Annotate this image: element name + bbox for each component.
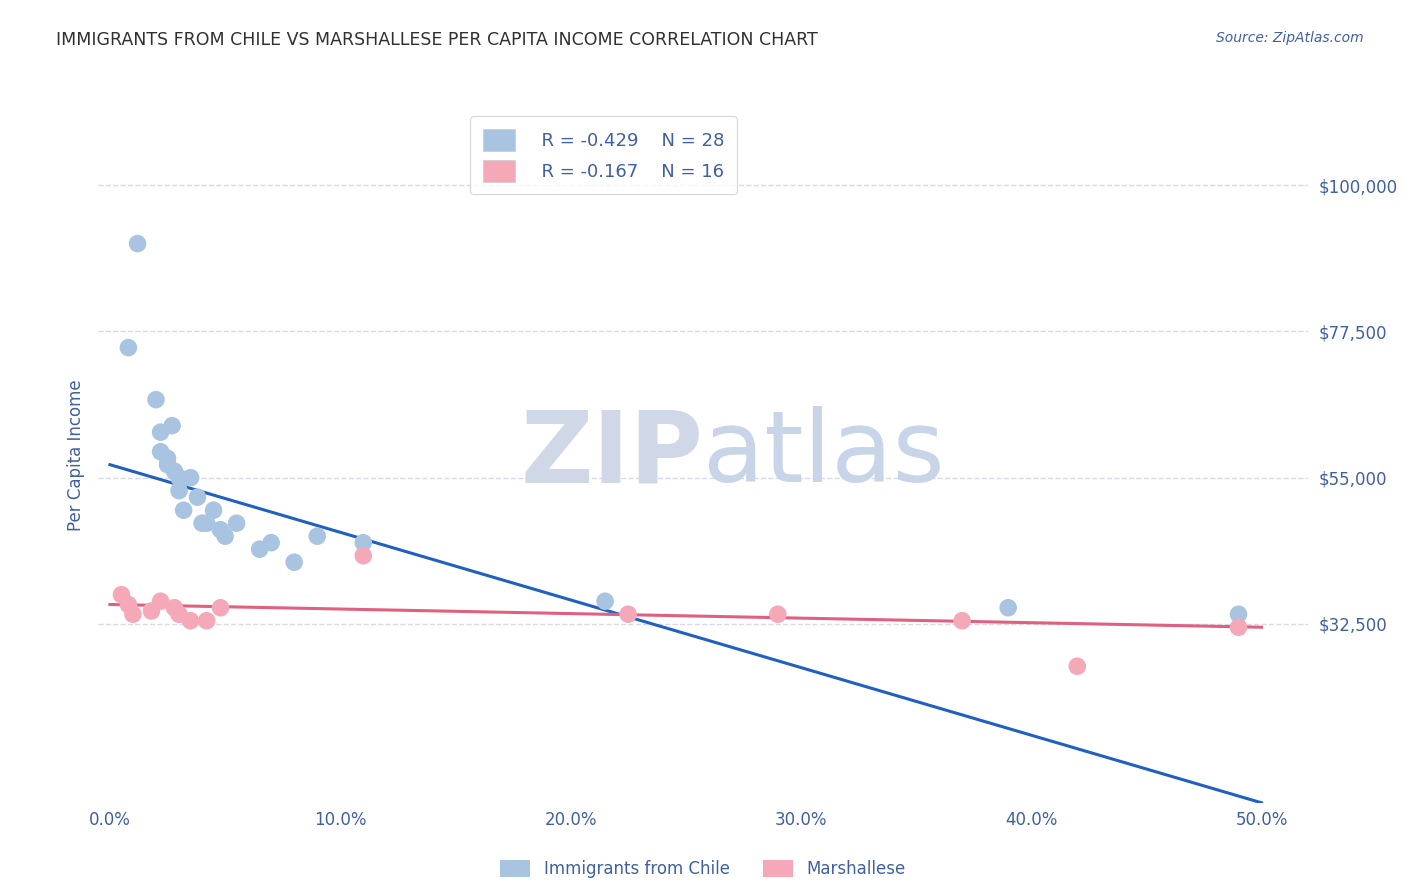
Point [1227,607,1250,622]
Point [145,392,167,407]
Point [249,542,271,557]
Point [225,516,247,531]
Point [149,425,172,439]
Point [214,529,236,543]
Point [209,523,232,537]
Point [160,418,183,433]
Point [163,464,186,478]
Point [191,516,214,531]
Point [766,607,789,622]
Point [110,588,132,602]
Point [180,614,202,628]
Point [163,600,186,615]
Point [156,458,179,472]
Point [209,600,232,615]
Point [149,444,172,458]
Point [156,451,179,466]
Point [186,490,208,504]
Text: ZIP: ZIP [520,407,703,503]
Point [950,614,973,628]
Text: Source: ZipAtlas.com: Source: ZipAtlas.com [1216,31,1364,45]
Point [141,604,163,618]
Point [260,535,283,549]
Y-axis label: Per Capita Income: Per Capita Income [66,379,84,531]
Point [127,236,149,251]
Point [173,503,195,517]
Point [593,594,616,608]
Point [167,607,190,622]
Text: IMMIGRANTS FROM CHILE VS MARSHALLESE PER CAPITA INCOME CORRELATION CHART: IMMIGRANTS FROM CHILE VS MARSHALLESE PER… [56,31,818,49]
Point [352,549,374,563]
Point [180,471,202,485]
Point [117,598,139,612]
Point [1227,620,1250,634]
Legend: Immigrants from Chile, Marshallese: Immigrants from Chile, Marshallese [494,854,912,885]
Point [307,529,329,543]
Point [997,600,1019,615]
Point [352,535,374,549]
Point [167,483,190,498]
Point [149,594,172,608]
Point [122,607,145,622]
Text: atlas: atlas [703,407,945,503]
Point [167,471,190,485]
Point [202,503,225,517]
Point [283,555,305,569]
Point [1066,659,1088,673]
Point [617,607,640,622]
Point [117,341,139,355]
Point [195,516,218,531]
Point [195,614,218,628]
